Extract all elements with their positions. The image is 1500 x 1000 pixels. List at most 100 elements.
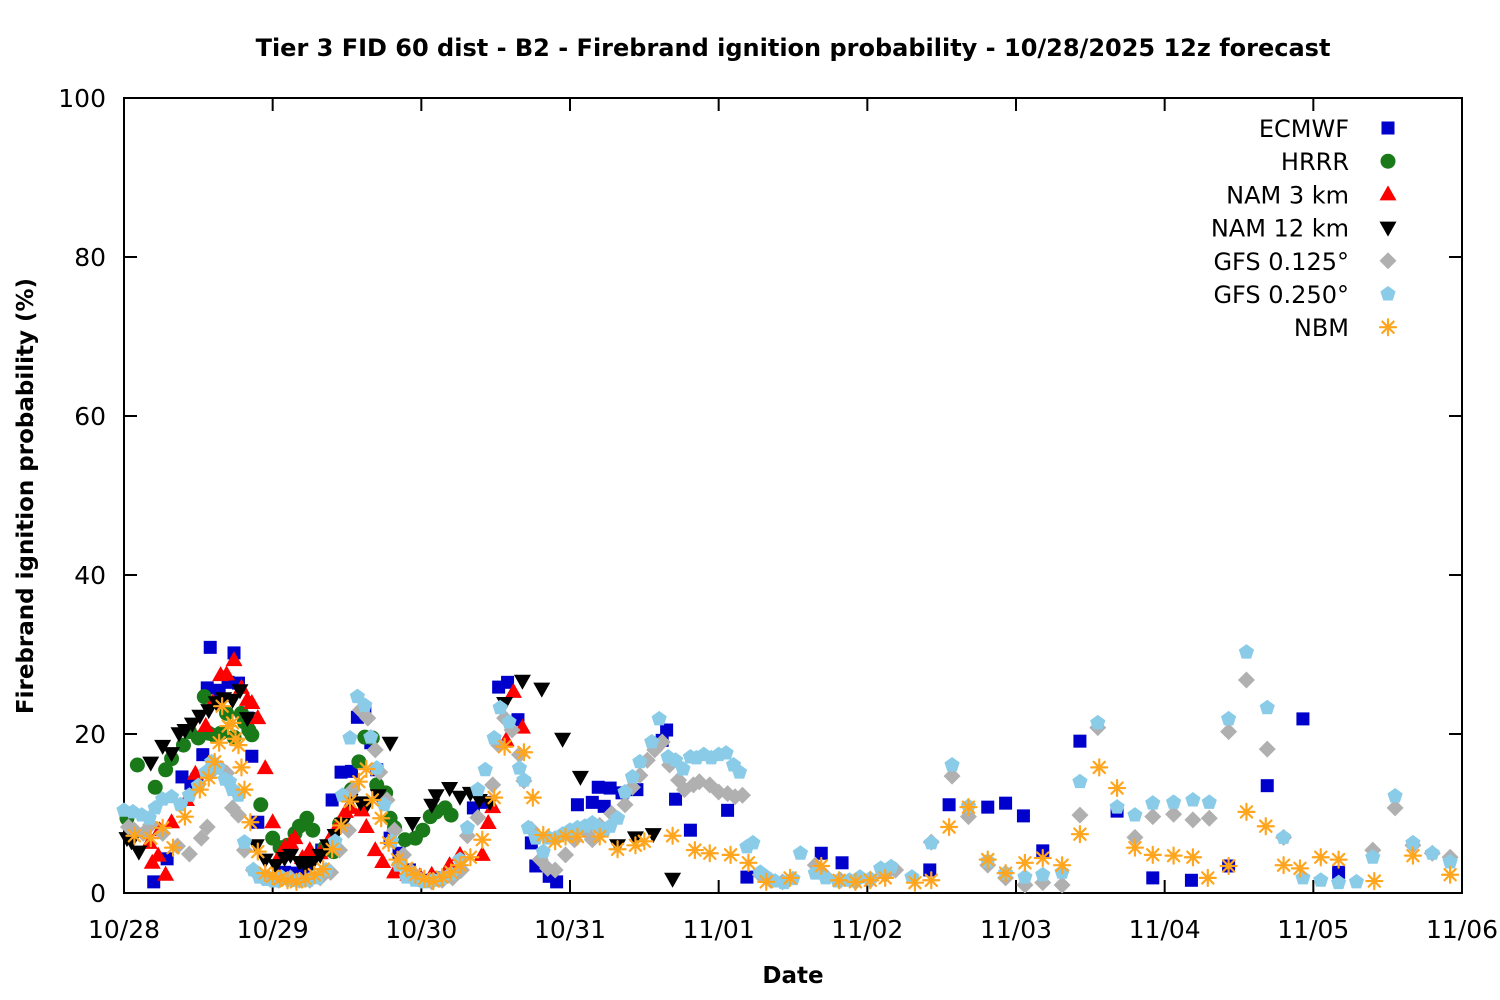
nam-12-km-point <box>403 817 421 833</box>
gfs-0-250-point <box>501 714 517 729</box>
nbm-point <box>608 840 627 859</box>
nbm-point <box>1125 838 1145 857</box>
nbm-point <box>1198 868 1217 887</box>
nam-12-km-point <box>163 747 181 763</box>
nbm-point <box>473 830 492 849</box>
nbm-point <box>876 868 895 887</box>
nbm-point <box>199 768 218 787</box>
nbm-point <box>441 863 461 882</box>
ecmwf-point <box>334 765 348 779</box>
gfs-0-250-point <box>1238 644 1255 659</box>
hrrr-point <box>443 807 459 823</box>
gfs-0-125-point <box>546 861 564 879</box>
legend-item-ecmwf: ECMWF <box>1259 115 1395 143</box>
gfs-0-125-point <box>1053 876 1071 894</box>
nam-3-km-point <box>479 814 497 830</box>
ecmwf-point <box>550 875 564 889</box>
gfs-0-125-point <box>503 721 521 739</box>
nam-12-km-point <box>282 848 300 864</box>
hrrr-point <box>196 689 212 705</box>
gfs-0-250-point <box>520 819 536 835</box>
nbm-point <box>1033 848 1052 868</box>
gfs-0-125-point <box>557 846 575 864</box>
gfs-0-250-point <box>1185 791 1201 807</box>
nbm-point <box>1107 778 1127 798</box>
gfs-0-125-point <box>1258 740 1276 758</box>
gfs-0-250-point <box>617 784 633 799</box>
ecmwf-point <box>1260 779 1274 793</box>
ecmwf-point <box>203 640 217 654</box>
nbm-point <box>939 817 959 837</box>
legend-label-nbm: NBM <box>1294 314 1349 342</box>
nbm-legend-marker <box>1378 318 1398 337</box>
nam-12-km-point <box>130 845 148 861</box>
nbm-point <box>1403 846 1423 865</box>
nbm-point <box>349 772 368 791</box>
ecmwf-point <box>501 675 515 689</box>
gfs-0-250-point <box>609 810 626 825</box>
ecmwf-point <box>660 723 674 737</box>
nbm-point <box>905 873 925 892</box>
gfs-0-125-point <box>359 709 377 727</box>
y-tick-label: 40 <box>74 561 106 590</box>
nam-3-km-point <box>374 852 392 868</box>
ecmwf-point <box>669 792 683 806</box>
nbm-point <box>379 833 398 853</box>
nbm-point <box>959 798 978 817</box>
gfs-0-250-point <box>1331 874 1347 890</box>
gfs-0-250-point <box>511 760 528 775</box>
gfs-0-250-point <box>883 858 899 874</box>
x-tick-label: 11/01 <box>683 915 755 944</box>
hrrr-point <box>158 762 174 778</box>
gfs-0-250-point <box>535 843 551 859</box>
nbm-point <box>223 713 242 732</box>
gfs-0-250-point <box>1017 869 1033 884</box>
gfs-0-250-point <box>459 819 476 835</box>
y-tick-label: 60 <box>74 402 106 431</box>
nbm-point <box>534 825 553 845</box>
hrrr-legend-marker <box>1380 153 1396 169</box>
nbm-point <box>568 827 587 846</box>
x-tick-label: 11/04 <box>1129 915 1201 944</box>
hrrr-point <box>244 727 260 743</box>
nam-12-km-point <box>533 682 551 698</box>
gfs-0-250-point <box>363 729 379 744</box>
x-tick-label: 10/31 <box>534 915 606 944</box>
nbm-point <box>213 697 232 716</box>
legend-item-nam-3-km: NAM 3 km <box>1226 181 1397 209</box>
gfs-0-250-point <box>1165 794 1182 809</box>
ecmwf-point <box>683 823 697 837</box>
gfs-0-250-point <box>236 834 253 849</box>
nbm-point <box>1070 825 1090 844</box>
ecmwf-point <box>1073 734 1087 748</box>
ecmwf-legend-marker <box>1381 121 1395 135</box>
gfs-0-125-legend-marker <box>1379 252 1397 270</box>
gfs-0-250-point <box>632 753 648 769</box>
gfs-0-125-point <box>733 786 751 804</box>
hrrr-point <box>129 757 145 773</box>
nbm-point <box>357 759 376 779</box>
gfs-0-250-point <box>516 772 532 787</box>
ecmwf-point <box>923 863 937 877</box>
gfs-0-125-point <box>366 741 384 759</box>
nbm-point <box>495 737 514 756</box>
ecmwf-point <box>344 764 358 778</box>
gfs-0-250-legend-marker <box>1380 286 1396 301</box>
gfs-0-250-point <box>624 768 641 784</box>
nbm-point <box>1219 856 1238 876</box>
ecmwf-point <box>721 803 735 817</box>
ecmwf-point <box>1296 712 1310 726</box>
nbm-point <box>1052 856 1072 875</box>
gfs-0-250-point <box>745 834 761 850</box>
gfs-0-125-point <box>1200 809 1218 827</box>
plot-border <box>123 97 1463 894</box>
legend-item-nam-12-km: NAM 12 km <box>1211 215 1397 243</box>
nbm-point <box>780 868 800 887</box>
gfs-0-250-point <box>357 697 373 712</box>
legend-item-hrrr: HRRR <box>1281 148 1396 176</box>
nam-12-km-point <box>644 828 662 844</box>
nam-12-km-point <box>427 789 445 805</box>
nam-3-km-point <box>249 709 267 725</box>
